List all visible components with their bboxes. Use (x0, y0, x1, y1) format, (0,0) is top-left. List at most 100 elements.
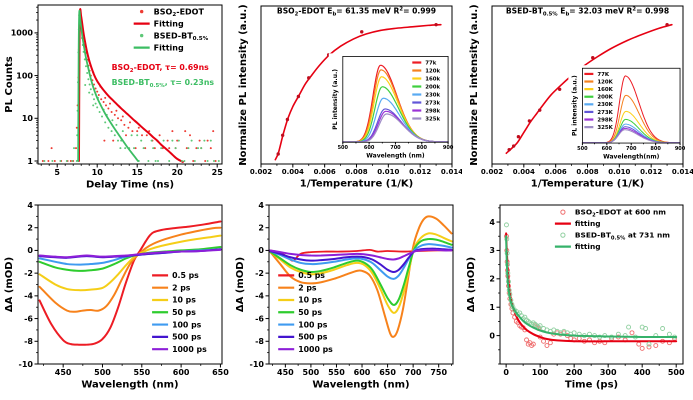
svg-text:2 ps: 2 ps (298, 283, 317, 292)
svg-text:4: 4 (27, 201, 33, 210)
svg-text:25: 25 (212, 168, 224, 177)
svg-text:-4: -4 (24, 292, 33, 301)
svg-text:Wavelength (nm): Wavelength (nm) (312, 380, 409, 391)
svg-text:Time (ps): Time (ps) (565, 380, 618, 391)
svg-text:0: 0 (27, 246, 33, 255)
svg-text:0.014: 0.014 (672, 168, 693, 176)
panel-ta-kinetics: 0 100 200 300 400 500 0 1 2 3 4 Time (ps) ΔA (mOD) BS… (462, 200, 693, 400)
svg-text:1: 1 (489, 303, 495, 312)
svg-text:1/Temperature (1/K): 1/Temperature (1/K) (300, 179, 414, 190)
svg-text:-10: -10 (250, 360, 265, 369)
svg-text:200k: 200k (425, 84, 440, 90)
svg-text:450: 450 (55, 368, 72, 377)
svg-text:Delay Time (ns): Delay Time (ns) (86, 180, 174, 191)
svg-text:325K: 325K (597, 125, 613, 131)
arrhenius-bsed-bt-chart: 500 600 700 800 900 Wavelength(nm) PL intensit… (469, 4, 693, 189)
svg-text:ΔA (mOD): ΔA (mOD) (235, 257, 246, 312)
svg-text:0: 0 (489, 331, 495, 340)
svg-text:450: 450 (277, 368, 294, 377)
ta-kinetics-chart: 0 100 200 300 400 500 0 1 2 3 4 Time (ps) ΔA (mOD) BS… (466, 204, 685, 391)
svg-text:BSO2-EDOT at 600 nm: BSO2-EDOT at 600 nm (575, 208, 666, 219)
svg-text:-6: -6 (255, 314, 264, 323)
svg-text:1: 1 (27, 157, 33, 166)
svg-text:500: 500 (668, 368, 685, 377)
svg-text:650: 650 (212, 368, 229, 377)
svg-text:fitting: fitting (575, 219, 601, 228)
svg-text:900: 900 (443, 145, 454, 151)
svg-text:BSO2-EDOT, τ= 0.69ns: BSO2-EDOT, τ= 0.69ns (112, 63, 210, 74)
svg-text:120K: 120K (597, 79, 613, 85)
svg-text:100: 100 (532, 368, 549, 377)
svg-text:500: 500 (303, 368, 320, 377)
svg-text:Normalize PL intensity (a.u.): Normalize PL intensity (a.u.) (238, 4, 249, 165)
svg-text:0.5 ps: 0.5 ps (298, 271, 325, 280)
svg-text:-2: -2 (24, 269, 33, 278)
svg-text:500: 500 (577, 146, 588, 152)
arrhenius-bso2-edot-chart: 500 600 700 800 900 Wavelength (nm) PL intensi… (238, 4, 462, 190)
svg-text:2 ps: 2 ps (172, 283, 191, 292)
svg-text:800: 800 (650, 146, 661, 152)
svg-text:4: 4 (489, 218, 495, 227)
svg-text:Wavelength (nm): Wavelength (nm) (81, 380, 178, 391)
svg-text:20: 20 (172, 168, 184, 177)
svg-text:0.012: 0.012 (640, 168, 662, 176)
svg-text:160k: 160k (425, 76, 440, 82)
svg-text:900: 900 (675, 146, 686, 152)
svg-text:273k: 273k (425, 100, 440, 106)
svg-text:0.010: 0.010 (377, 168, 399, 176)
svg-text:3: 3 (489, 246, 495, 255)
svg-text:600: 600 (364, 145, 375, 151)
svg-text:Wavelength(nm): Wavelength(nm) (603, 153, 660, 160)
ta-spectra-bso2-edot-chart: 450 500 550 600 650 -10 -8 -6 -4 -2 0 2 4 Wavelength … (4, 201, 229, 391)
svg-text:1000 ps: 1000 ps (298, 345, 333, 354)
svg-text:100 ps: 100 ps (172, 320, 202, 329)
svg-text:160K: 160K (597, 87, 613, 93)
svg-text:400: 400 (634, 368, 651, 377)
svg-text:ΔA (mOD): ΔA (mOD) (466, 257, 477, 312)
svg-text:200: 200 (566, 368, 583, 377)
svg-text:298K: 298K (597, 117, 613, 123)
svg-text:-2: -2 (255, 269, 264, 278)
svg-text:0.5 ps: 0.5 ps (172, 271, 199, 280)
svg-text:0.012: 0.012 (409, 168, 431, 176)
svg-text:-6: -6 (24, 314, 33, 323)
svg-text:BSED-BT0.5%: BSED-BT0.5% (154, 31, 209, 42)
svg-text:230K: 230K (597, 102, 613, 108)
svg-text:550: 550 (133, 368, 150, 377)
svg-text:600: 600 (354, 368, 371, 377)
svg-text:298k: 298k (425, 108, 440, 114)
svg-text:600: 600 (602, 146, 613, 152)
svg-text:PL intensity (a.u.): PL intensity (a.u.) (571, 75, 578, 136)
svg-text:15: 15 (132, 168, 144, 177)
svg-text:500: 500 (338, 145, 349, 151)
svg-text:500 ps: 500 ps (172, 333, 202, 342)
svg-text:273K: 273K (597, 110, 613, 116)
svg-text:50 ps: 50 ps (298, 308, 322, 317)
svg-text:100: 100 (16, 71, 33, 80)
svg-text:Fitting: Fitting (154, 19, 184, 28)
svg-text:-10: -10 (19, 360, 34, 369)
svg-text:0.002: 0.002 (250, 168, 272, 176)
svg-text:800: 800 (417, 145, 428, 151)
panel-arrhenius-bso2-edot: 500 600 700 800 900 Wavelength (nm) PL intensi… (231, 0, 462, 200)
svg-text:300: 300 (600, 368, 617, 377)
svg-text:5: 5 (54, 168, 60, 177)
svg-text:0.008: 0.008 (345, 168, 367, 176)
svg-text:0: 0 (503, 368, 509, 377)
svg-text:0.014: 0.014 (441, 168, 462, 176)
svg-text:0.006: 0.006 (545, 168, 567, 176)
svg-text:0: 0 (258, 246, 264, 255)
svg-text:ΔA (mOD): ΔA (mOD) (4, 257, 15, 312)
svg-text:0.008: 0.008 (576, 168, 598, 176)
svg-text:-4: -4 (255, 292, 264, 301)
svg-text:10: 10 (22, 114, 34, 123)
svg-text:10: 10 (92, 168, 104, 177)
svg-text:120k: 120k (425, 68, 440, 74)
svg-text:2: 2 (27, 224, 33, 233)
svg-text:4: 4 (258, 201, 264, 210)
svg-text:1000: 1000 (11, 29, 34, 38)
svg-text:fitting: fitting (575, 242, 601, 251)
svg-text:77K: 77K (597, 72, 610, 78)
panel-ta-spectra-bsed-bt: 450 500 550 600 650 700 750 -10 -8 -6 -4 -2 0 2 4 Wavel… (231, 200, 462, 400)
